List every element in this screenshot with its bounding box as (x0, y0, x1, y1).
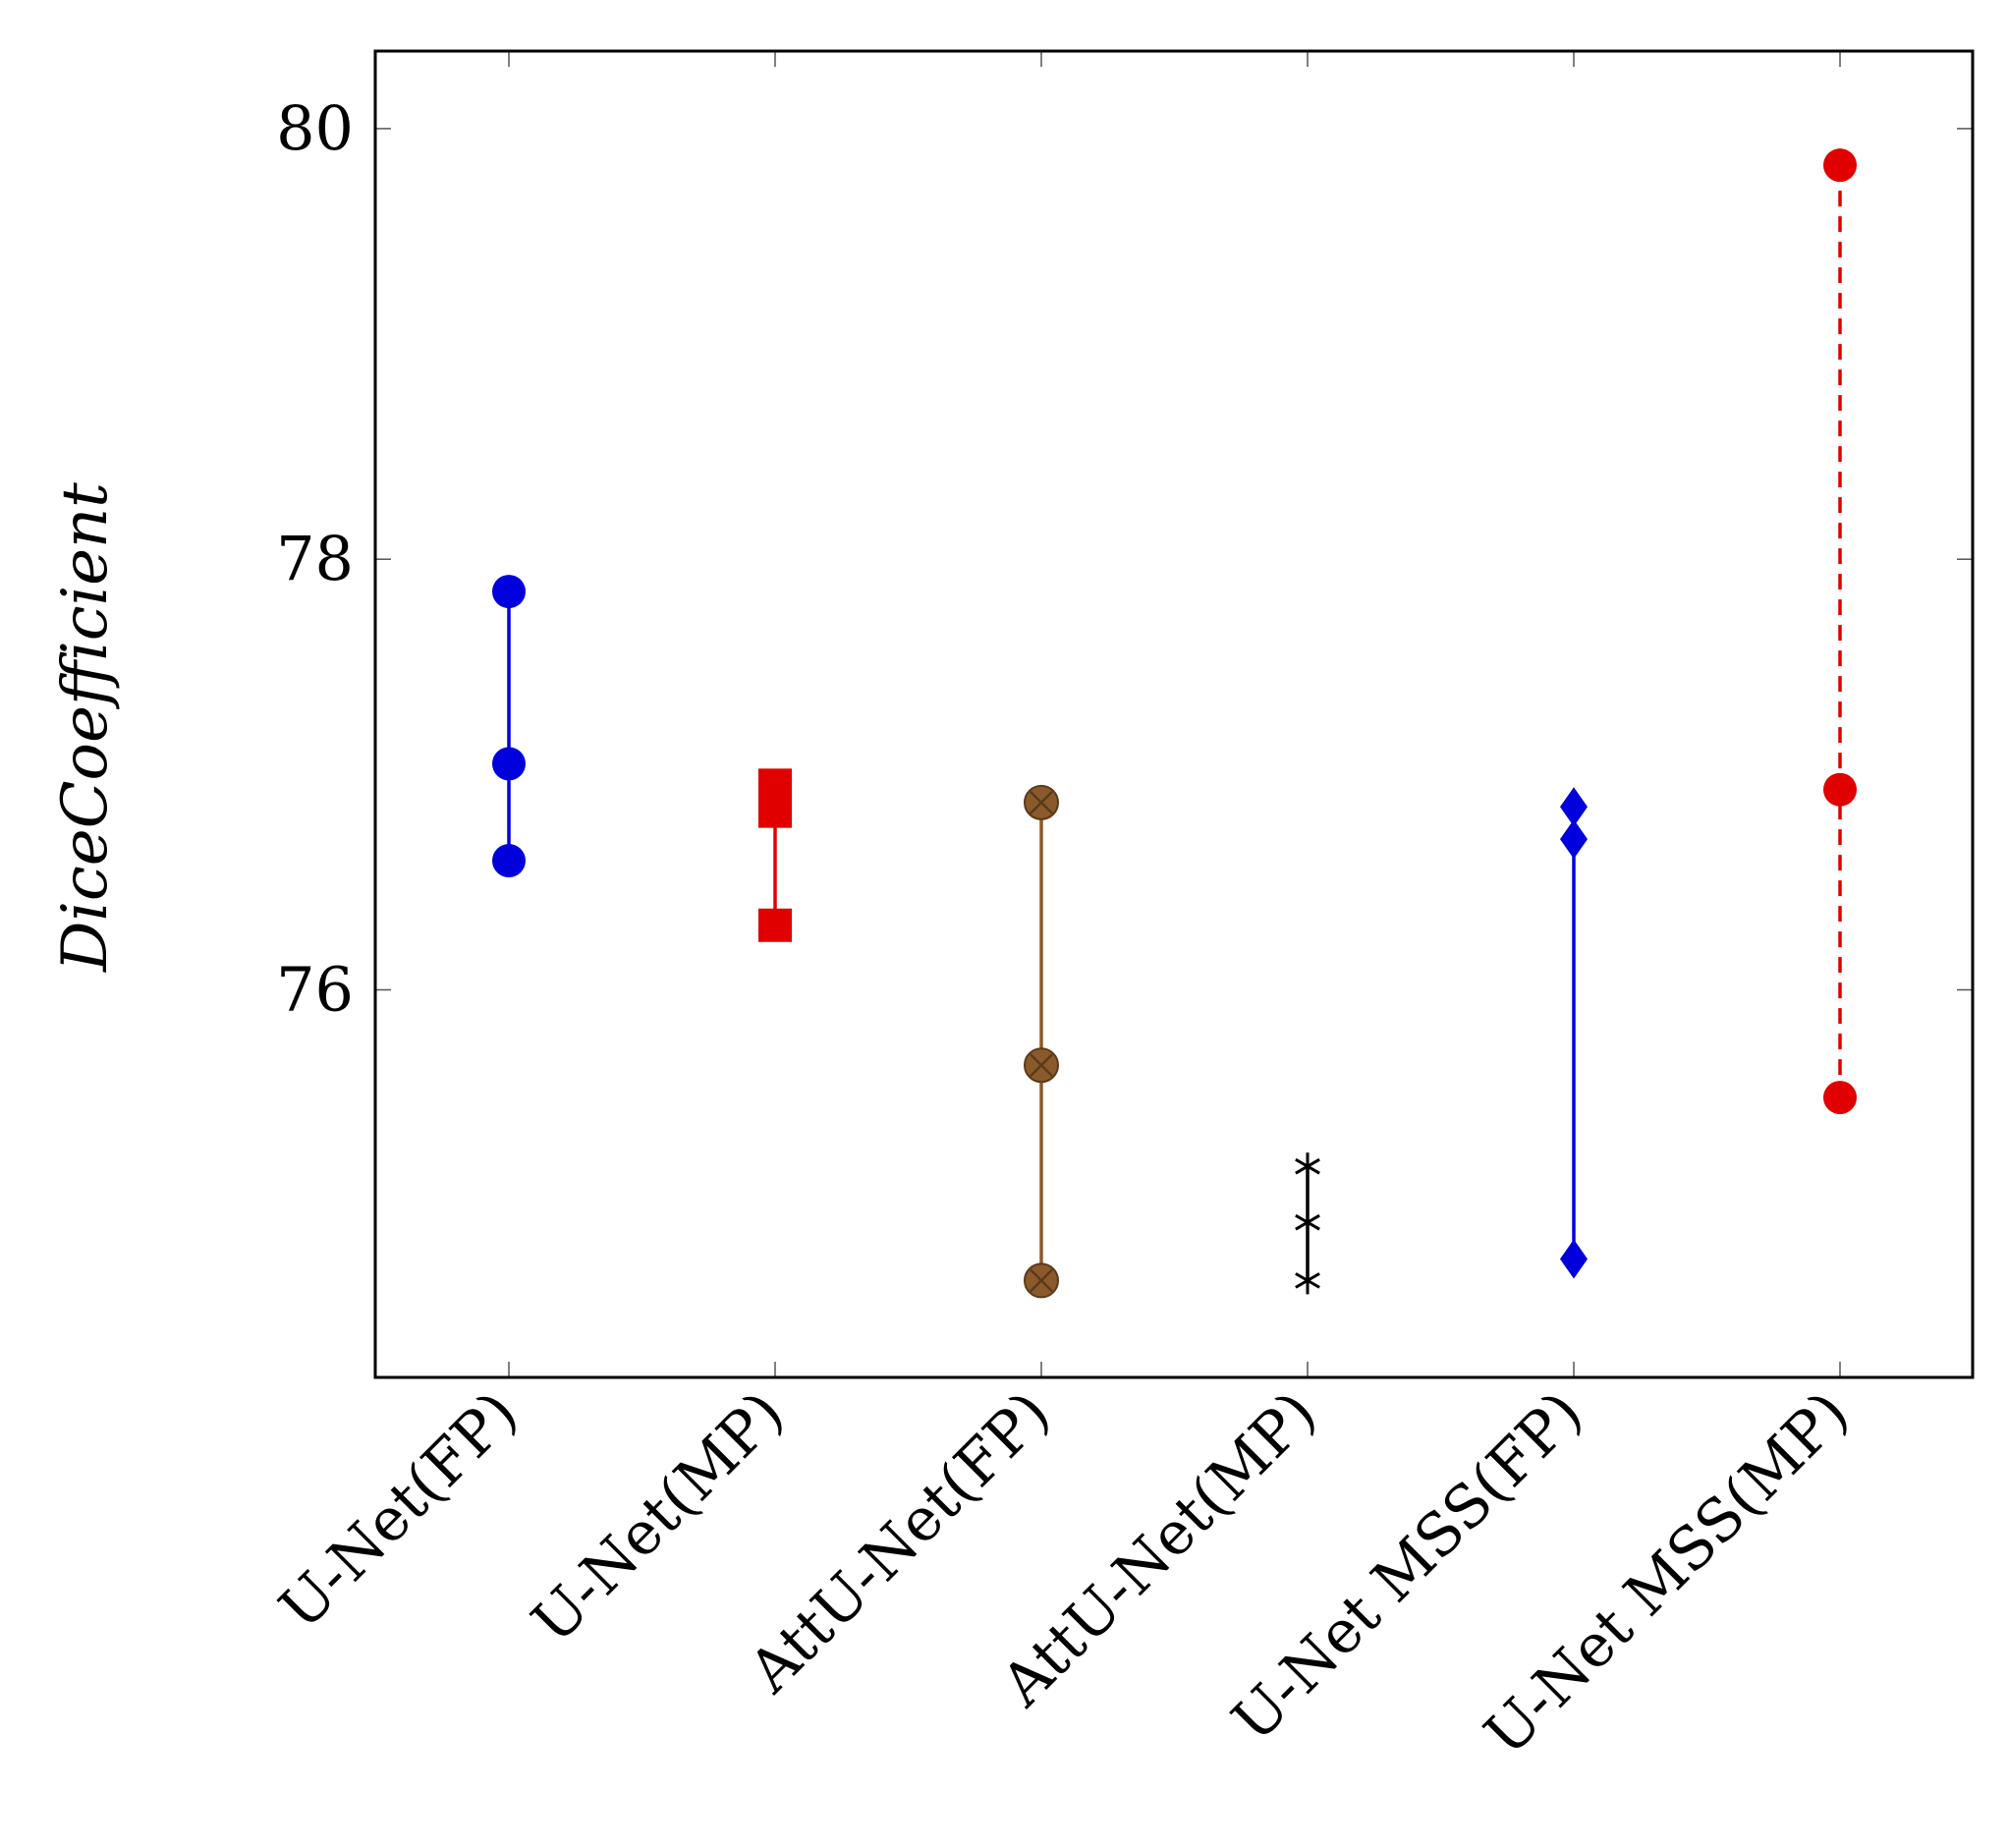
data-point-stroke (1295, 1213, 1320, 1231)
data-point (758, 794, 792, 828)
plot-frame (373, 49, 1975, 1379)
y-tick-label: 80 (276, 92, 354, 164)
data-point (492, 844, 526, 878)
data-point (1823, 148, 1857, 183)
data-point-stroke (1295, 1272, 1320, 1289)
data-point (1560, 1239, 1588, 1279)
data-point (1024, 784, 1059, 820)
data-point-cross (1030, 1053, 1053, 1078)
y-tick-label: 78 (276, 523, 354, 594)
data-point (492, 747, 526, 781)
data-point (1024, 1262, 1059, 1299)
y-axis-label: DiceCoefficient (49, 482, 122, 973)
data-point (1823, 1081, 1857, 1115)
data-point (1560, 819, 1588, 860)
data-point (1024, 1047, 1059, 1084)
data-point (1295, 1152, 1320, 1181)
data-point (1295, 1208, 1320, 1237)
data-point (492, 575, 526, 609)
data-point (1295, 1266, 1320, 1295)
x-category-label: U-Net(MP) (519, 1378, 797, 1656)
data-point (1823, 772, 1857, 807)
x-category-label: U-Net(FP) (266, 1378, 530, 1643)
data-point-cross (1030, 790, 1053, 814)
data-point (758, 908, 792, 942)
data-point-stroke (1295, 1157, 1320, 1175)
data-point (1560, 787, 1588, 827)
data-point-cross (1030, 1268, 1053, 1293)
plot-area: 767880U-Net(FP)U-Net(MP)AttU-Net(FP)AttU… (266, 51, 1973, 1769)
y-tick-label: 76 (276, 954, 354, 1026)
